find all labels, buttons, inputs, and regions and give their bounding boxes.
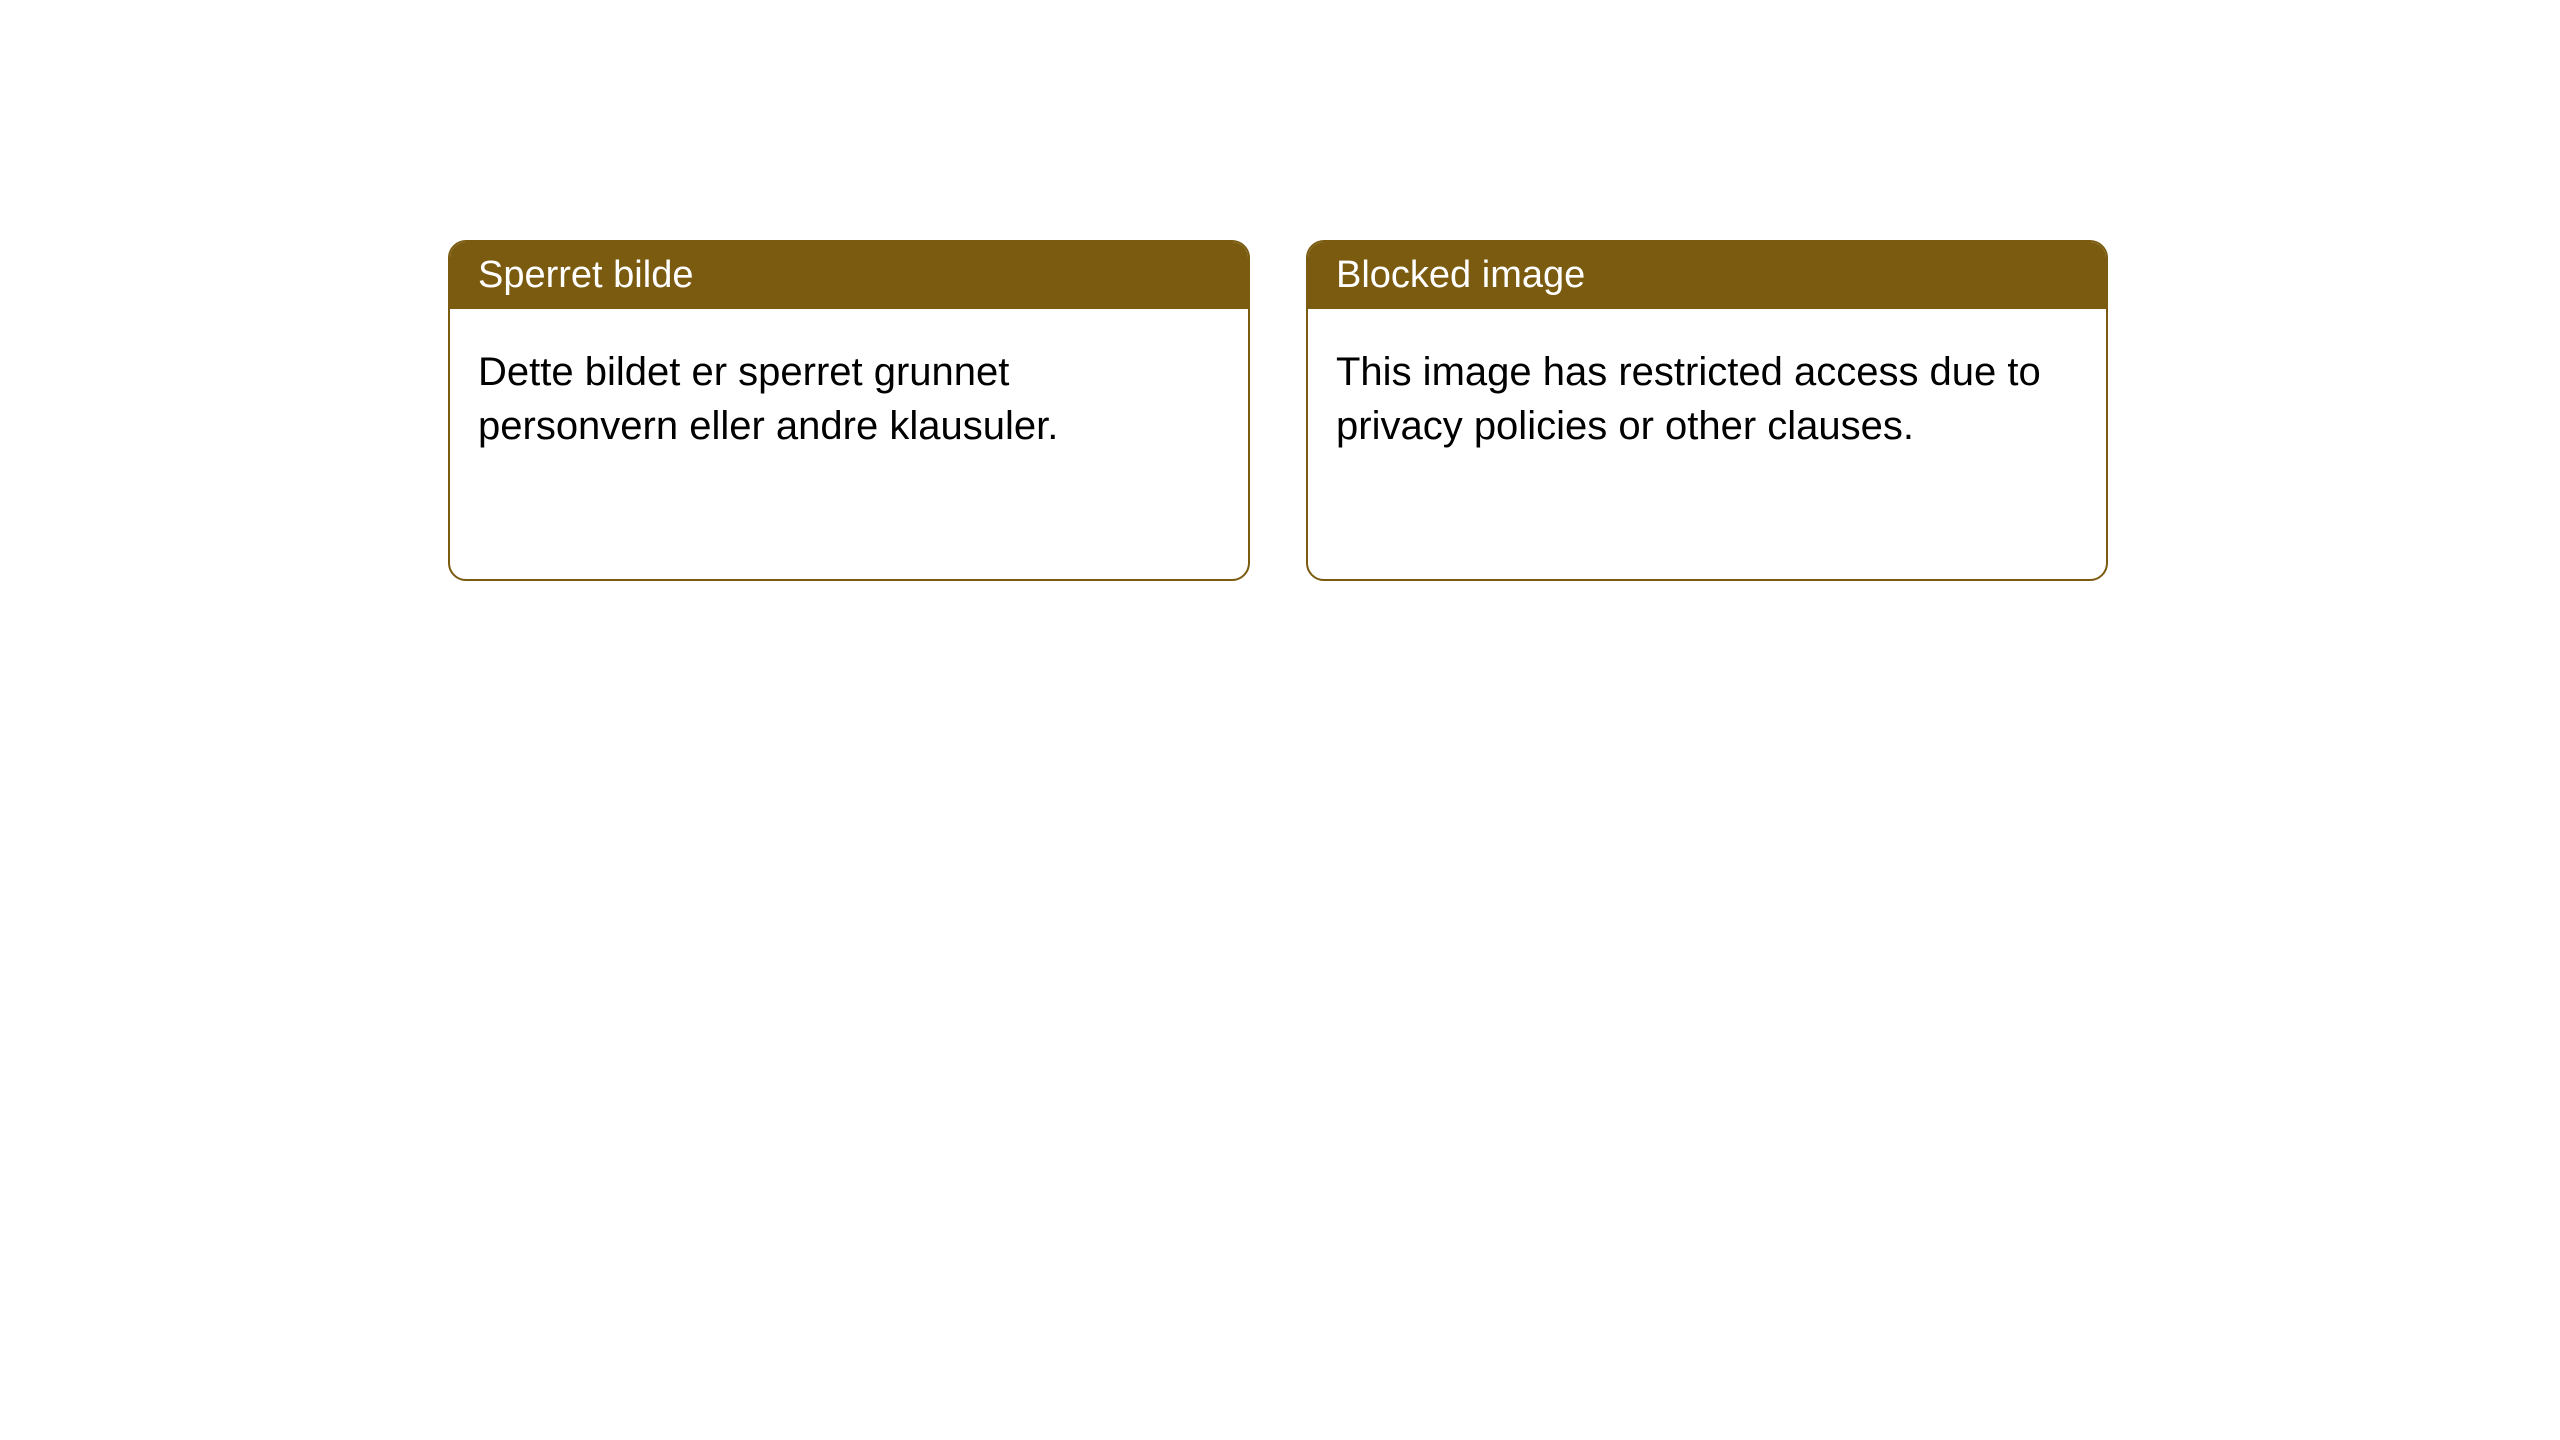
notice-text: This image has restricted access due to …	[1336, 350, 2041, 448]
notice-container: Sperret bilde Dette bildet er sperret gr…	[0, 0, 2560, 581]
notice-text: Dette bildet er sperret grunnet personve…	[478, 350, 1058, 448]
notice-header: Blocked image	[1308, 242, 2106, 309]
notice-body: This image has restricted access due to …	[1308, 309, 2106, 579]
notice-title: Sperret bilde	[478, 254, 693, 296]
notice-card-norwegian: Sperret bilde Dette bildet er sperret gr…	[448, 240, 1250, 581]
notice-card-english: Blocked image This image has restricted …	[1306, 240, 2108, 581]
notice-header: Sperret bilde	[450, 242, 1248, 309]
notice-title: Blocked image	[1336, 254, 1585, 296]
notice-body: Dette bildet er sperret grunnet personve…	[450, 309, 1248, 579]
